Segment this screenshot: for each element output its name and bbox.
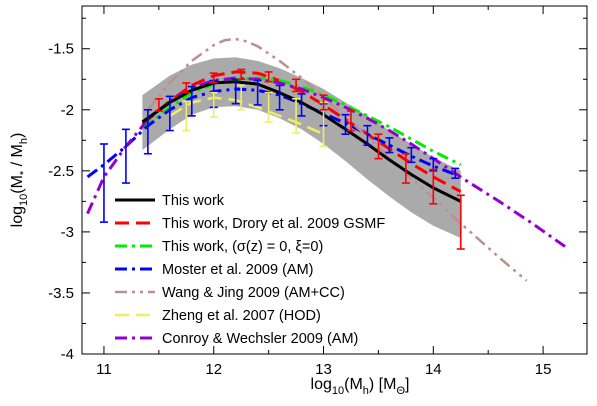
errorbar-moster-et-al-2009-am-data <box>253 79 262 106</box>
y-tick-label: -2.5 <box>48 163 74 180</box>
errorbar-this-work-drory-et-al-2009-gsmf-data <box>209 72 218 84</box>
uncertainty-band-layer <box>142 57 461 238</box>
legend-entry-wang-jing-2009-am-cc: Wang & Jing 2009 (AM+CC) <box>115 285 345 301</box>
legend-entry-moster-et-al-2009-am: Moster et al. 2009 (AM) <box>115 262 314 278</box>
errorbar-this-work-drory-et-al-2009-gsmf-data <box>346 110 355 132</box>
errorbar-zheng-et-al-2007-hod-data <box>237 84 246 111</box>
x-tick-label: 15 <box>535 361 552 378</box>
errorbar-zheng-et-al-2007-hod-data <box>209 91 218 118</box>
plot-frame <box>81 5 588 355</box>
errorbar-this-work-drory-et-al-2009-gsmf-data <box>154 98 163 112</box>
errorbar-moster-et-al-2009-am-data <box>385 137 394 154</box>
errorbar-moster-et-al-2009-am-data <box>165 95 174 132</box>
x-axis-label: log10(Mh) [MΘ] <box>311 376 410 397</box>
errorbar-moster-et-al-2009-am-data <box>341 113 350 136</box>
errorbar-moster-et-al-2009-am-data <box>363 124 372 146</box>
axes-layer: 11 12 13 14 15 -4 -3.5 -3 -2.5 -2 -1.5 <box>48 6 587 378</box>
errorbar-zheng-et-al-2007-hod-data <box>182 100 191 132</box>
y-tick-label: -4 <box>61 346 74 363</box>
errorbar-zheng-et-al-2007-hod-data <box>292 98 301 134</box>
errorbar-this-work-drory-et-al-2009-gsmf-data <box>374 133 383 160</box>
x-tick-label: 11 <box>96 361 112 378</box>
series-line-wang-jing-2009-am-cc <box>146 37 528 282</box>
errorbar-moster-et-al-2009-am-data <box>297 93 306 117</box>
x-tick-label: 13 <box>315 361 332 378</box>
legend-entry-this-work-drory-et-al-2009-gsmf: This work, Drory et al. 2009 GSMF <box>115 216 385 232</box>
y-tick-label: -1.5 <box>48 41 74 58</box>
errorbar-this-work-drory-et-al-2009-gsmf-data <box>237 68 246 81</box>
series-line-zheng-et-al-2007-hod <box>169 96 325 136</box>
legend-entry-this-work-z-0-0: This work, (σ(z) = 0, ξ=0) <box>115 239 323 255</box>
errorbar-moster-et-al-2009-am-data <box>407 146 416 164</box>
errorbar-moster-et-al-2009-am-data <box>99 143 108 223</box>
errorbar-this-work-drory-et-al-2009-gsmf-data <box>264 71 273 83</box>
errorbar-this-work-drory-et-al-2009-gsmf-data <box>182 82 191 94</box>
errorbar-moster-et-al-2009-am-data <box>275 84 284 111</box>
y-tick-label: -2 <box>61 102 74 119</box>
legend-label: Zheng et al. 2007 (HOD) <box>162 308 321 324</box>
errorbar-zheng-et-al-2007-hod-data <box>264 91 273 123</box>
legend-entry-this-work: This work <box>115 193 225 209</box>
errorbar-moster-et-al-2009-am-data <box>143 108 152 155</box>
plot-area <box>82 6 587 354</box>
legend-label: Moster et al. 2009 (AM) <box>162 262 314 278</box>
errorbar-moster-et-al-2009-am-data <box>451 167 460 179</box>
errorbar-this-work-drory-et-al-2009-gsmf-data <box>401 152 410 184</box>
legend-label: Conroy & Wechsler 2009 (AM) <box>162 331 358 347</box>
errorbar-this-work-drory-et-al-2009-gsmf-data <box>456 194 465 250</box>
errorbar-moster-et-al-2009-am-data <box>121 128 130 184</box>
legend-entry-zheng-et-al-2007-hod: Zheng et al. 2007 (HOD) <box>115 308 321 324</box>
y-axis-label: log10(M* / Mh) <box>9 133 30 228</box>
legend-entry-conroy-wechsler-2009-am: Conroy & Wechsler 2009 (AM) <box>115 331 358 347</box>
series-line-this-work-drory-et-al-2009-gsmf <box>141 70 462 193</box>
errorbar-this-work-drory-et-al-2009-gsmf-data <box>319 94 328 111</box>
errorbar-moster-et-al-2009-am-data <box>187 85 196 117</box>
y-tick-label: -3 <box>61 224 74 241</box>
legend: This work This work, Drory et al. 2009 GS… <box>115 193 385 347</box>
y-tick-label: -3.5 <box>48 285 74 302</box>
x-tick-label: 12 <box>205 361 222 378</box>
legend-label: This work, (σ(z) = 0, ξ=0) <box>162 239 323 255</box>
errorbar-layer <box>99 68 465 250</box>
errorbar-this-work-drory-et-al-2009-gsmf-data <box>429 168 438 205</box>
series-line-this-work-z-0-0 <box>141 76 462 167</box>
legend-label: This work, Drory et al. 2009 GSMF <box>162 216 385 232</box>
uncertainty-band <box>142 57 461 238</box>
x-tick-label: 14 <box>425 361 442 378</box>
legend-label: This work <box>162 193 225 209</box>
errorbar-this-work-drory-et-al-2009-gsmf-data <box>292 78 301 93</box>
legend-label: Wang & Jing 2009 (AM+CC) <box>162 285 345 301</box>
